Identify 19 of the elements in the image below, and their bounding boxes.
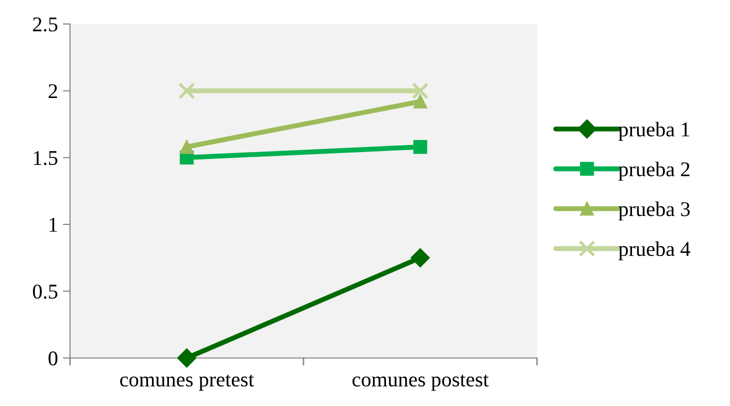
point <box>413 94 428 108</box>
point <box>180 140 194 154</box>
x-tick-label: comunes postest <box>352 374 489 391</box>
y-tick-label: 0 <box>48 351 58 366</box>
y-tick-label: 2 <box>48 84 58 98</box>
y-tick-label: 2.5 <box>33 17 58 32</box>
point <box>413 140 428 154</box>
y-tick-label: 1 <box>50 218 57 232</box>
legend-label: prueba 4 <box>618 241 690 260</box>
y-tick-label: 0.5 <box>32 284 58 299</box>
legend-label: prueba 3 <box>618 202 690 220</box>
point <box>177 348 196 368</box>
point <box>410 248 430 268</box>
x-tick-label: comunes pretest <box>120 374 254 391</box>
point <box>412 82 429 100</box>
point <box>178 82 196 100</box>
y-tick-label: 1.5 <box>34 151 58 166</box>
legend-label: prueba 1 <box>618 122 690 141</box>
legend-label: prueba 2 <box>618 162 690 181</box>
